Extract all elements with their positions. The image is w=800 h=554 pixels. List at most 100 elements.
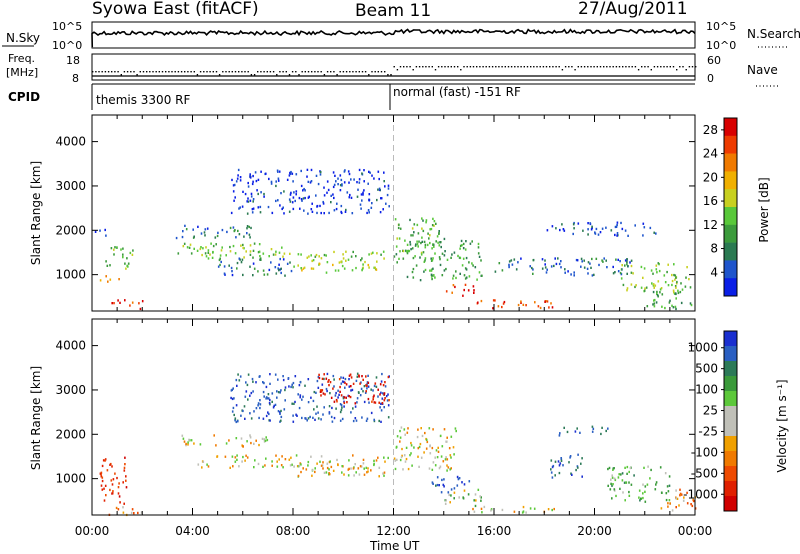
data-cell bbox=[625, 481, 627, 484]
nsearch-tick-top: 10^5 bbox=[706, 20, 736, 33]
data-cell bbox=[380, 402, 382, 405]
data-cell bbox=[252, 262, 255, 265]
data-cell bbox=[279, 268, 281, 271]
data-cell bbox=[597, 233, 600, 236]
data-cell bbox=[356, 401, 358, 404]
data-cell bbox=[442, 483, 445, 486]
data-cell bbox=[129, 304, 131, 307]
data-cell bbox=[616, 221, 619, 224]
y-tick-label: 2000 bbox=[55, 427, 86, 441]
colorbar-swatch bbox=[724, 346, 737, 362]
data-cell bbox=[653, 305, 656, 308]
data-cell bbox=[306, 419, 308, 422]
data-cell bbox=[531, 266, 533, 270]
data-cell bbox=[405, 250, 408, 253]
data-cell bbox=[458, 496, 460, 499]
data-cell bbox=[301, 199, 303, 202]
data-cell bbox=[541, 258, 544, 261]
data-cell bbox=[602, 260, 604, 263]
freq-point bbox=[355, 71, 357, 73]
data-cell bbox=[691, 504, 694, 508]
data-cell bbox=[461, 264, 464, 267]
data-cell bbox=[441, 252, 444, 255]
freq-point bbox=[288, 74, 291, 76]
data-cell bbox=[291, 172, 294, 175]
colorbar-swatch bbox=[724, 278, 737, 297]
data-cell bbox=[444, 458, 447, 461]
data-cell bbox=[377, 395, 379, 398]
data-cell bbox=[321, 389, 324, 392]
data-cell bbox=[429, 444, 431, 447]
data-cell bbox=[502, 302, 505, 305]
data-cell bbox=[362, 378, 364, 381]
data-cell bbox=[240, 244, 242, 247]
data-cell bbox=[406, 249, 409, 253]
data-cell bbox=[249, 199, 252, 202]
data-cell bbox=[560, 457, 562, 460]
freq-point bbox=[434, 69, 437, 71]
data-cell bbox=[363, 385, 366, 388]
data-cell bbox=[123, 469, 126, 472]
data-cell bbox=[629, 261, 631, 264]
colorbar-tick-label: 20 bbox=[703, 170, 718, 184]
data-cell bbox=[381, 402, 384, 405]
data-cell bbox=[379, 393, 381, 396]
data-cell bbox=[323, 212, 325, 215]
data-cell bbox=[239, 176, 242, 179]
data-cell bbox=[235, 180, 238, 183]
data-cell bbox=[326, 462, 329, 465]
data-cell bbox=[659, 291, 661, 294]
data-cell bbox=[429, 269, 431, 272]
data-cell bbox=[432, 428, 434, 431]
data-cell bbox=[338, 393, 340, 396]
data-cell bbox=[325, 387, 328, 391]
data-cell bbox=[226, 230, 228, 234]
data-cell bbox=[418, 240, 420, 243]
data-cell bbox=[242, 455, 244, 459]
data-cell bbox=[329, 460, 331, 463]
data-cell bbox=[241, 205, 244, 208]
data-cell bbox=[344, 169, 346, 172]
data-cell bbox=[655, 268, 658, 271]
data-cell bbox=[120, 248, 122, 251]
data-cell bbox=[377, 388, 379, 391]
data-cell bbox=[417, 245, 419, 248]
data-cell bbox=[610, 229, 613, 232]
data-cell bbox=[350, 389, 352, 392]
freq-point bbox=[688, 66, 691, 68]
data-cell bbox=[450, 435, 453, 438]
data-cell bbox=[237, 420, 239, 423]
data-cell bbox=[652, 283, 655, 286]
freq-point bbox=[146, 71, 148, 73]
data-cell bbox=[234, 460, 237, 463]
data-cell bbox=[646, 305, 649, 308]
data-cell bbox=[622, 491, 624, 494]
data-cell bbox=[620, 268, 623, 271]
data-cell bbox=[113, 248, 115, 251]
data-cell bbox=[567, 270, 569, 273]
data-cell bbox=[112, 490, 114, 493]
data-cell bbox=[490, 509, 492, 512]
data-cell bbox=[383, 474, 385, 477]
data-cell bbox=[300, 470, 302, 474]
data-cell bbox=[626, 258, 628, 261]
data-cell bbox=[274, 266, 277, 269]
data-cell bbox=[288, 174, 291, 177]
data-cell bbox=[568, 461, 570, 464]
data-cell bbox=[122, 256, 124, 259]
colorbar-swatch bbox=[724, 153, 737, 172]
data-cell bbox=[345, 250, 347, 253]
freq-point bbox=[676, 69, 678, 71]
data-cell bbox=[205, 255, 208, 258]
freq-point bbox=[285, 71, 287, 73]
data-cell bbox=[109, 488, 111, 492]
data-cell bbox=[240, 437, 243, 440]
data-cell bbox=[138, 302, 140, 305]
data-cell bbox=[383, 393, 385, 396]
data-cell bbox=[232, 244, 235, 248]
data-cell bbox=[317, 386, 320, 389]
data-cell bbox=[642, 483, 644, 486]
data-cell bbox=[559, 432, 561, 435]
data-cell bbox=[443, 237, 446, 241]
